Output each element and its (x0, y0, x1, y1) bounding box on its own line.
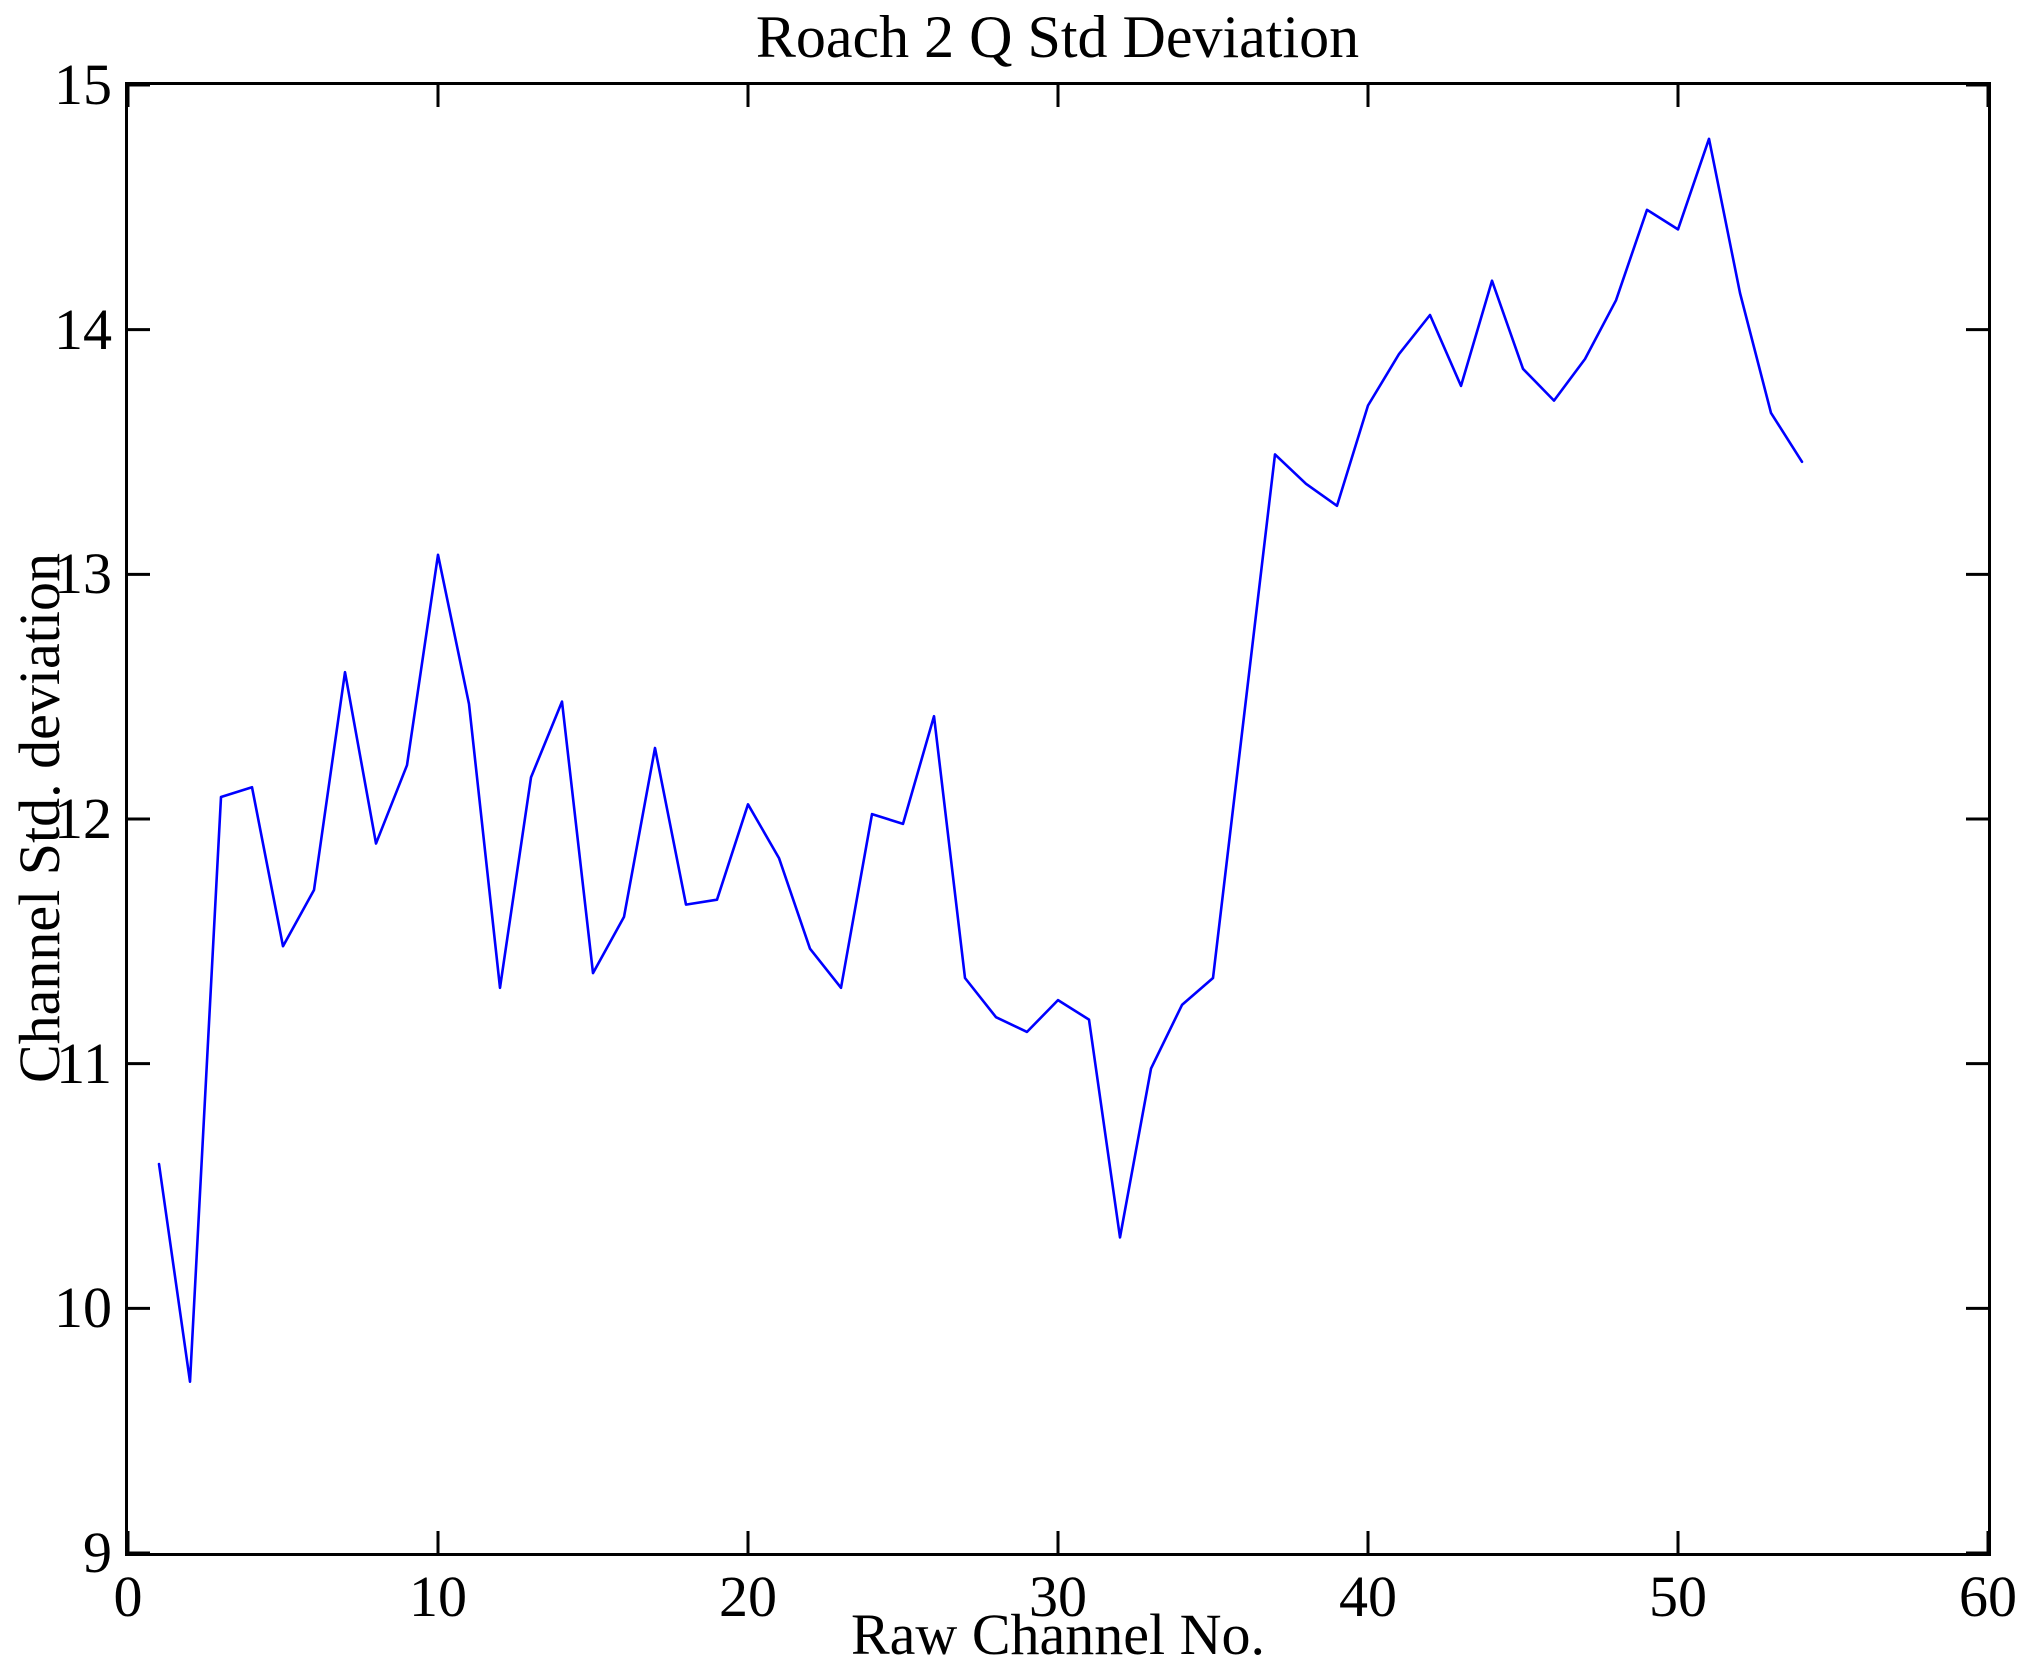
y-tick-label: 15 (54, 52, 112, 117)
x-tick-label: 20 (719, 1564, 777, 1629)
x-tick-label: 10 (409, 1564, 467, 1629)
x-tick-label: 50 (1649, 1564, 1707, 1629)
tick-marks (128, 85, 1988, 1553)
x-axis-label: Raw Channel No. (851, 1602, 1265, 1667)
x-tick-label: 40 (1339, 1564, 1397, 1629)
data-line-series (157, 137, 1804, 1383)
y-tick-label: 12 (54, 786, 112, 851)
plot-box (125, 82, 1991, 1556)
x-tick-label: 60 (1959, 1564, 2017, 1629)
chart-title-text: Roach 2 Q Std Deviation (755, 4, 1360, 70)
x-tick-label: 30 (1029, 1564, 1087, 1629)
x-tick-label: 0 (113, 1564, 143, 1629)
y-tick-label: 13 (54, 541, 112, 607)
line-chart-svg (128, 85, 1988, 1553)
chart-title: Roach 2 Q Std Deviation (0, 6, 2025, 68)
y-tick-label: 10 (54, 1275, 112, 1341)
y-tick-label: 14 (54, 296, 112, 362)
y-tick-label: 11 (56, 1030, 112, 1096)
y-tick-label: 9 (83, 1520, 112, 1585)
